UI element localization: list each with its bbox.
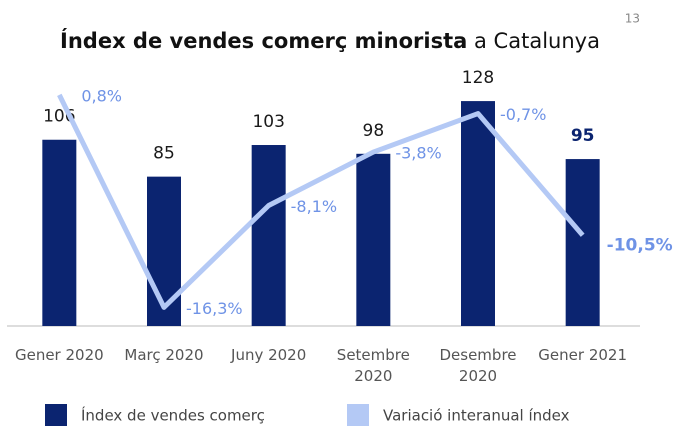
legend-swatch	[347, 404, 369, 426]
bar	[251, 145, 286, 326]
x-tick-label: Març 2020	[124, 346, 204, 364]
line-series	[57, 93, 585, 310]
x-tick-label: Setembre 2020	[336, 346, 410, 385]
bar	[356, 153, 391, 326]
chart-title: Índex de vendes comerç minorista a Catal…	[60, 28, 600, 53]
line-value-label: -16,3%	[186, 299, 243, 318]
bar-value-label: 128	[462, 68, 494, 88]
line-value-label: -10,5%	[607, 235, 673, 255]
bar	[461, 101, 495, 326]
legend-label: Variació interanual índex	[383, 407, 570, 425]
line-value-label: -8,1%	[291, 197, 337, 216]
x-tick-label: Gener 2021	[538, 346, 627, 364]
bar-value-label: 95	[571, 126, 595, 146]
title-suffix: a Catalunya	[474, 29, 600, 53]
bar-value-label: 98	[363, 121, 385, 141]
bar	[565, 159, 600, 326]
line-value-label: -3,8%	[395, 144, 441, 163]
bar	[42, 139, 77, 326]
title-main: Índex de vendes comerç minorista	[60, 28, 467, 53]
x-tick-label: Juny 2020	[231, 346, 307, 364]
page-number: 13	[625, 12, 640, 26]
x-tick-label: Gener 2020	[14, 346, 104, 364]
line-value-label: -0,7%	[500, 105, 546, 124]
bar-value-label: 103	[252, 112, 284, 132]
x-tick-label: Desembre 2020	[439, 346, 517, 385]
legend-label: Índex de vendes comerç	[81, 406, 265, 425]
line-value-label: 0,8%	[81, 86, 122, 105]
bar-value-label: 85	[153, 144, 175, 164]
legend-swatch	[45, 404, 67, 426]
bar	[147, 176, 181, 326]
